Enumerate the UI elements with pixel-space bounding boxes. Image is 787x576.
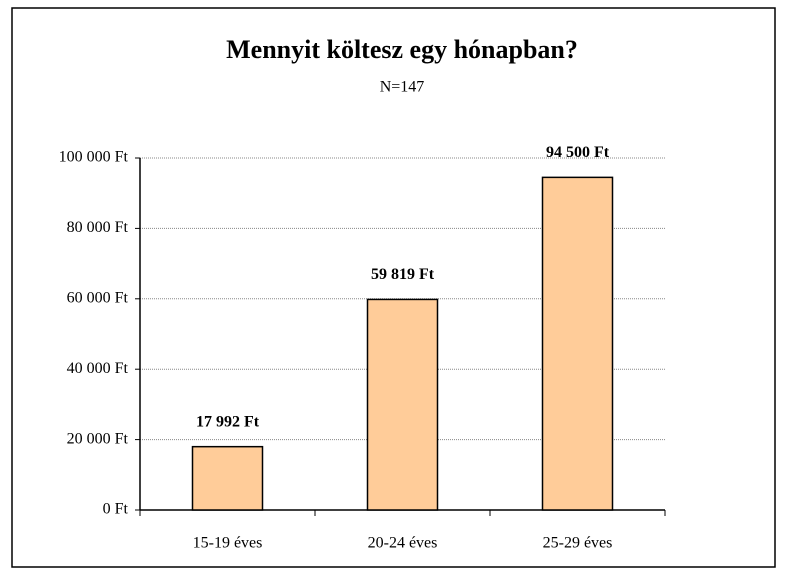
data-label: 59 819 Ft [371, 266, 435, 283]
y-tick-label: 60 000 Ft [67, 289, 129, 306]
data-label: 94 500 Ft [546, 144, 610, 161]
y-tick-label: 0 Ft [103, 501, 129, 518]
bar [366, 298, 439, 511]
bar [191, 445, 264, 511]
y-tick-label: 40 000 Ft [67, 360, 129, 377]
x-tick-label: 25-29 éves [543, 535, 613, 552]
bar [541, 176, 614, 511]
chart-subtitle: N=147 [380, 79, 425, 96]
x-tick-label: 20-24 éves [368, 535, 438, 552]
x-tick-label: 15-19 éves [193, 535, 263, 552]
data-label: 17 992 Ft [196, 413, 260, 430]
chart-title: Mennyit költesz egy hónapban? [226, 35, 578, 64]
y-tick-label: 100 000 Ft [59, 149, 129, 166]
y-tick-label: 20 000 Ft [67, 430, 129, 447]
y-tick-label: 80 000 Ft [67, 219, 129, 236]
